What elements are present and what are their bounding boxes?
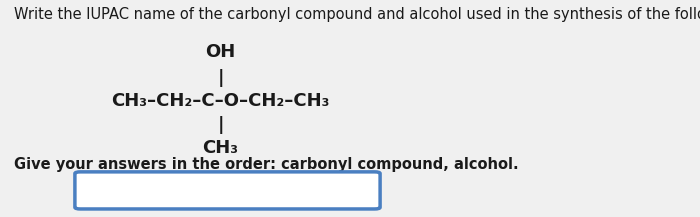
- Text: CH₃–CH₂–C–O–CH₂–CH₃: CH₃–CH₂–C–O–CH₂–CH₃: [111, 92, 330, 110]
- Text: CH₃: CH₃: [202, 139, 239, 157]
- FancyBboxPatch shape: [75, 172, 380, 209]
- Text: |: |: [217, 69, 224, 87]
- Text: Write the IUPAC name of the carbonyl compound and alcohol used in the synthesis : Write the IUPAC name of the carbonyl com…: [14, 7, 700, 21]
- Text: Give your answers in the order: carbonyl compound, alcohol.: Give your answers in the order: carbonyl…: [14, 157, 519, 172]
- Text: |: |: [217, 116, 224, 134]
- Text: OH: OH: [205, 43, 236, 61]
